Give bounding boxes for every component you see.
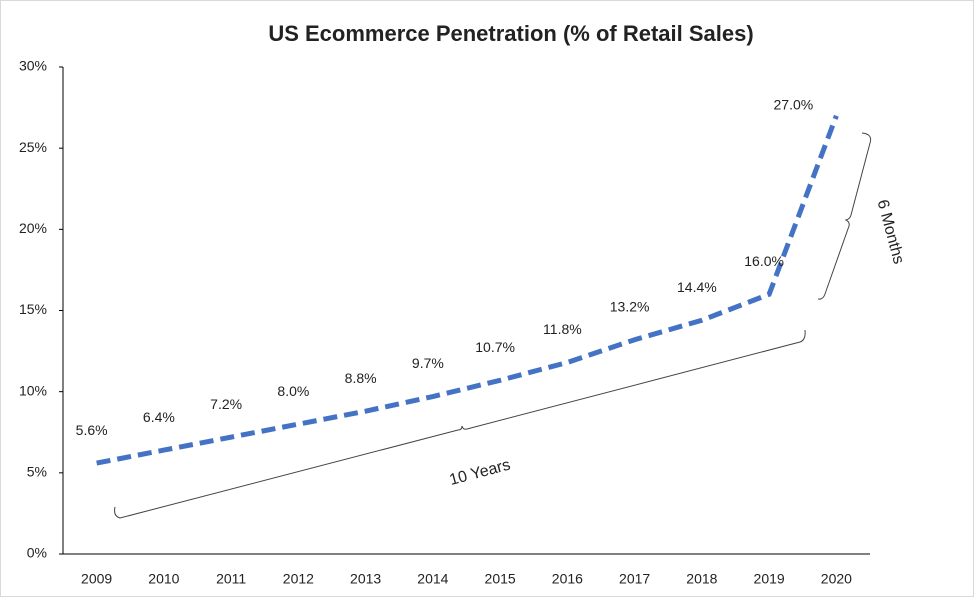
y-tick-label: 0% bbox=[27, 545, 47, 561]
x-tick-label: 2014 bbox=[417, 571, 448, 587]
x-tick-label: 2016 bbox=[552, 571, 583, 587]
x-tick-label: 2013 bbox=[350, 571, 381, 587]
data-label: 7.2% bbox=[210, 396, 242, 412]
y-tick-label: 25% bbox=[19, 139, 47, 155]
x-tick-label: 2017 bbox=[619, 571, 650, 587]
y-tick-label: 5% bbox=[27, 464, 47, 480]
data-label: 5.6% bbox=[76, 422, 108, 438]
x-tick-label: 2009 bbox=[81, 571, 112, 587]
data-label: 6.4% bbox=[143, 409, 175, 425]
x-tick-label: 2010 bbox=[148, 571, 179, 587]
y-tick-label: 10% bbox=[19, 382, 47, 398]
data-label: 16.0% bbox=[744, 253, 784, 269]
data-label: 8.8% bbox=[345, 370, 377, 386]
x-tick-label: 2011 bbox=[216, 571, 246, 587]
y-tick-label: 20% bbox=[19, 220, 47, 236]
chart-title: US Ecommerce Penetration (% of Retail Sa… bbox=[268, 21, 753, 46]
x-tick-label: 2018 bbox=[686, 571, 717, 587]
data-label: 8.0% bbox=[277, 383, 309, 399]
ten-year-brace bbox=[114, 329, 806, 519]
data-label: 11.8% bbox=[543, 321, 582, 337]
line bbox=[96, 114, 839, 466]
x-tick-label: 2020 bbox=[821, 571, 852, 587]
data-label: 27.0% bbox=[774, 96, 814, 112]
x-tick-label: 2019 bbox=[754, 571, 785, 587]
six-month-brace bbox=[817, 132, 872, 300]
data-label: 13.2% bbox=[610, 298, 650, 314]
x-tick-label: 2015 bbox=[485, 571, 516, 587]
y-tick-label: 15% bbox=[19, 301, 47, 317]
data-label: 14.4% bbox=[677, 279, 717, 295]
y-tick-label: 30% bbox=[19, 58, 47, 74]
x-tick-label: 2012 bbox=[283, 571, 314, 587]
data-label: 10.7% bbox=[475, 339, 515, 355]
data-label: 9.7% bbox=[412, 355, 444, 371]
